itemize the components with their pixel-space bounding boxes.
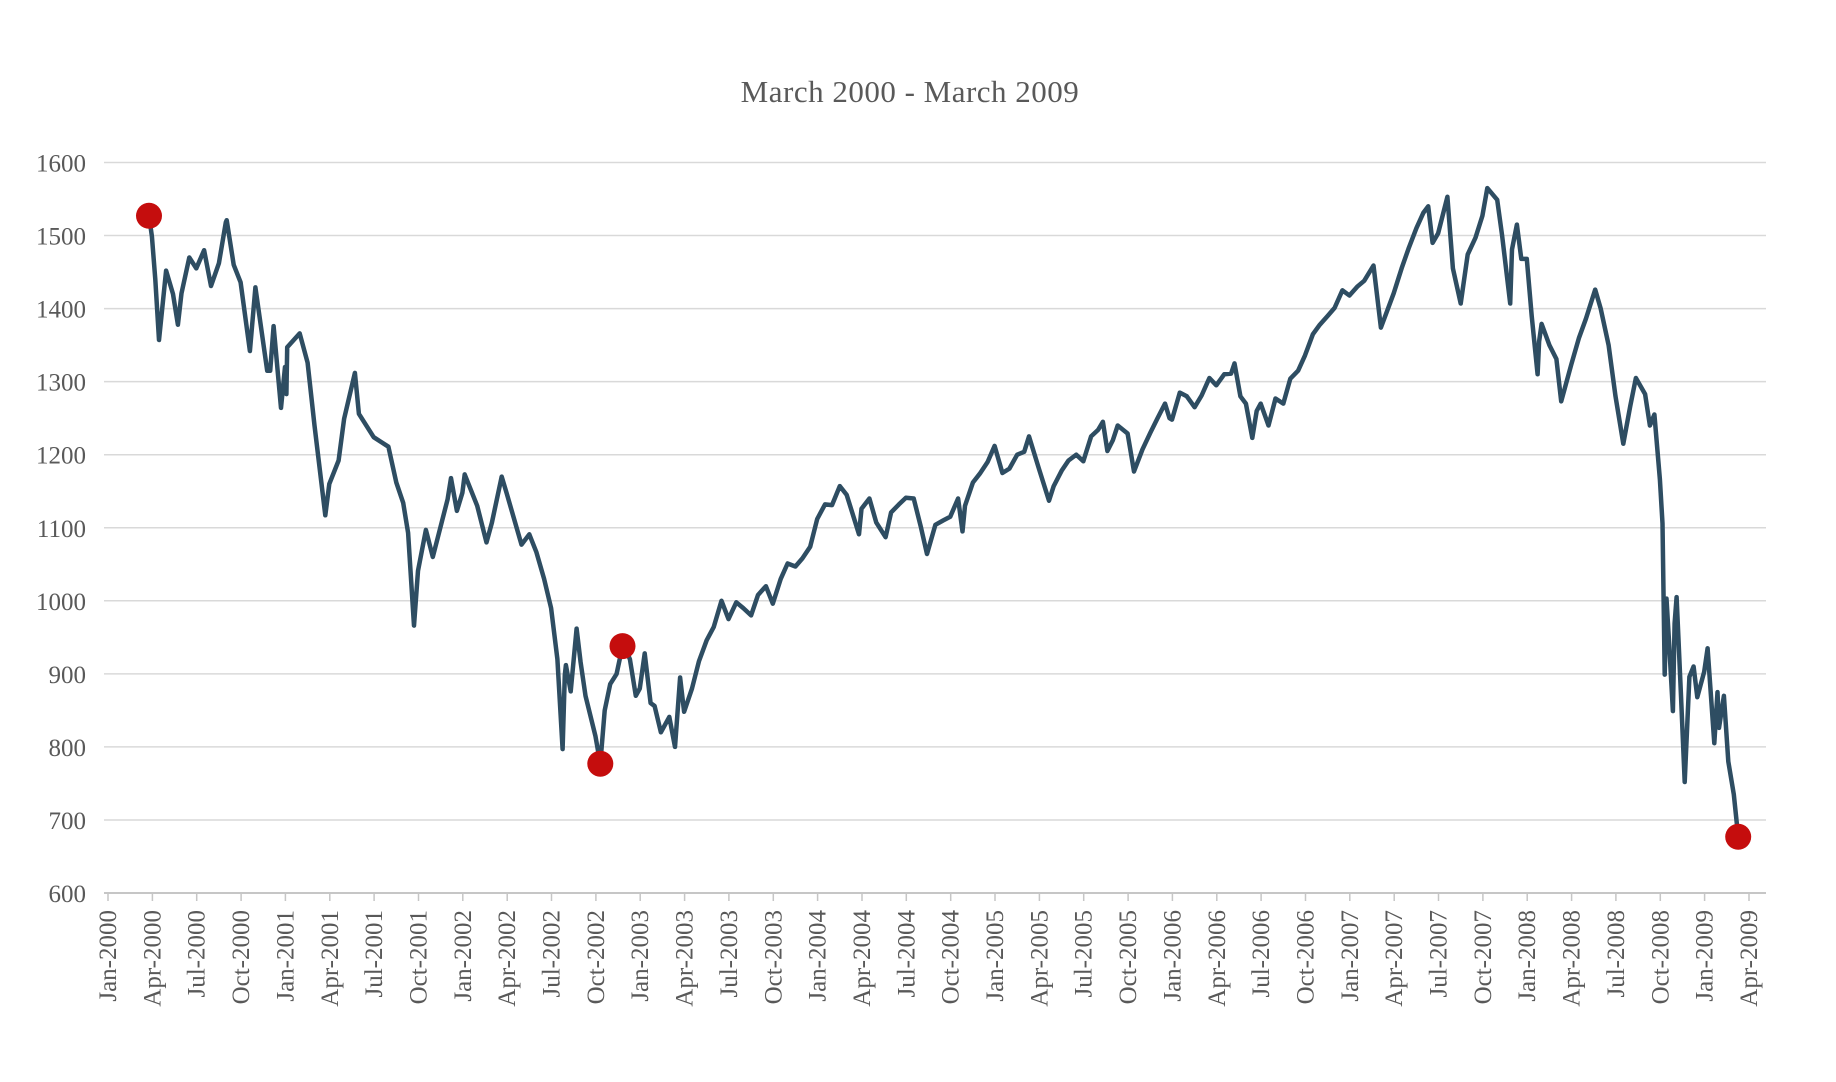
highlight-marker-dot xyxy=(587,750,614,777)
x-tick-label: Jan-2006 xyxy=(1159,910,1186,1002)
x-tick-label: Oct-2001 xyxy=(406,910,433,1004)
x-tick-label: Jul-2003 xyxy=(716,910,743,998)
x-tick-label: Apr-2006 xyxy=(1204,910,1231,1007)
x-tick-label: Jul-2000 xyxy=(184,910,211,998)
x-tick-label: Oct-2008 xyxy=(1647,910,1674,1004)
x-tick-label: Jan-2007 xyxy=(1337,910,1364,1002)
y-tick-label: 1400 xyxy=(36,297,86,324)
y-tick-label: 800 xyxy=(49,735,87,762)
x-tick-label: Oct-2003 xyxy=(760,910,787,1004)
y-tick-label: 1500 xyxy=(36,224,86,251)
x-tick-label: Jan-2001 xyxy=(272,910,299,1002)
x-tick-label: Apr-2000 xyxy=(139,910,166,1007)
price-line xyxy=(146,185,1741,840)
x-tick-label: Jul-2004 xyxy=(893,910,920,998)
x-tick-label: Oct-2004 xyxy=(938,910,965,1005)
highlight-marker-dot xyxy=(136,202,162,229)
x-tick-label: Apr-2002 xyxy=(494,910,521,1007)
x-tick-label: Jul-2006 xyxy=(1248,910,1275,998)
x-tick-label: Jul-2001 xyxy=(361,910,388,998)
x-tick-label: Apr-2008 xyxy=(1559,910,1586,1007)
x-tick-label: Jul-2002 xyxy=(539,910,566,998)
y-tick-label: 900 xyxy=(49,662,87,689)
x-tick-label: Apr-2005 xyxy=(1026,910,1053,1007)
y-tick-label: 1000 xyxy=(36,589,86,616)
y-tick-label: 1600 xyxy=(36,151,86,178)
x-tick-label: Oct-2002 xyxy=(583,910,610,1004)
x-tick-label: Oct-2000 xyxy=(228,910,255,1004)
x-tick-label: Oct-2005 xyxy=(1115,910,1142,1004)
x-tick-label: Jul-2007 xyxy=(1426,910,1453,998)
x-tick-label: Apr-2009 xyxy=(1736,910,1763,1007)
x-tick-label: Apr-2007 xyxy=(1381,910,1408,1007)
x-tick-label: Jan-2004 xyxy=(805,910,832,1002)
x-tick-label: Jan-2003 xyxy=(627,910,654,1002)
x-tick-label: Jul-2005 xyxy=(1071,910,1098,998)
x-tick-label: Jan-2002 xyxy=(450,910,477,1002)
x-tick-label: Apr-2003 xyxy=(672,910,699,1007)
x-tick-label: Apr-2004 xyxy=(849,910,876,1007)
highlight-marker-dot xyxy=(1725,823,1752,850)
x-tick-label: Jul-2008 xyxy=(1603,910,1630,998)
y-tick-label: 600 xyxy=(49,881,87,908)
y-tick-label: 700 xyxy=(49,808,87,835)
x-tick-label: Jan-2005 xyxy=(982,910,1009,1002)
x-tick-label: Apr-2001 xyxy=(317,910,344,1007)
x-tick-label: Jan-2008 xyxy=(1514,910,1541,1002)
y-tick-label: 1300 xyxy=(36,370,86,397)
highlight-marker-dot xyxy=(609,633,636,660)
x-tick-label: Oct-2006 xyxy=(1293,910,1320,1004)
x-tick-label: Jan-2009 xyxy=(1692,910,1719,1002)
chart-title: March 2000 - March 2009 xyxy=(740,74,1080,109)
y-tick-label: 1100 xyxy=(37,516,86,543)
y-tick-label: 1200 xyxy=(36,443,86,470)
x-tick-label: Oct-2007 xyxy=(1470,910,1497,1004)
x-tick-label: Jan-2000 xyxy=(95,910,122,1002)
